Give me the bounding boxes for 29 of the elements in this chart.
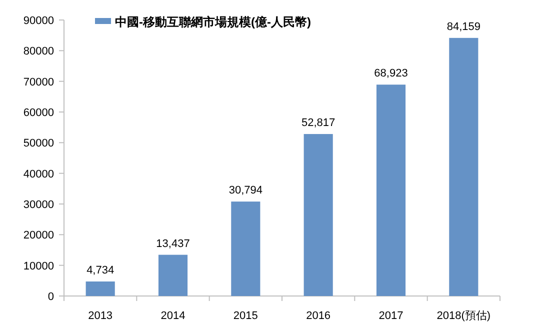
y-tick-label: 30000 bbox=[23, 199, 54, 211]
text: 4,734 bbox=[86, 264, 114, 276]
bar bbox=[304, 134, 333, 296]
x-tick-label: 2017 bbox=[378, 310, 404, 322]
y-tick-label: 80000 bbox=[23, 46, 54, 58]
y-tick-label: 10000 bbox=[23, 260, 54, 272]
text: 68,923 bbox=[374, 68, 408, 80]
text: 13,437 bbox=[156, 238, 190, 250]
y-tick-label: 90000 bbox=[23, 15, 54, 27]
x-tick-label: 2014 bbox=[160, 310, 186, 322]
y-tick-label: 40000 bbox=[23, 168, 54, 180]
bar bbox=[158, 254, 188, 296]
text: 30,794 bbox=[228, 184, 262, 197]
legend-label: 中國-移動互聯網市場規模(億-人民幣) bbox=[115, 15, 311, 29]
bar bbox=[376, 84, 406, 296]
bar bbox=[231, 202, 260, 296]
bar bbox=[86, 281, 115, 296]
bar bbox=[449, 38, 478, 296]
x-tick-label: 2018(預估) bbox=[436, 310, 491, 322]
y-tick-label: 70000 bbox=[23, 76, 54, 88]
x-tick-label: 2016 bbox=[306, 310, 331, 322]
x-tick-label: 2015 bbox=[233, 310, 258, 322]
y-tick-label: 20000 bbox=[23, 230, 54, 242]
y-tick-label: 0 bbox=[48, 291, 54, 303]
x-tick-label: 2013 bbox=[88, 310, 113, 322]
y-tick-label: 60000 bbox=[23, 107, 54, 119]
text: 52,817 bbox=[302, 117, 336, 130]
text: 84,159 bbox=[446, 20, 480, 33]
y-tick-label: 50000 bbox=[23, 138, 54, 150]
